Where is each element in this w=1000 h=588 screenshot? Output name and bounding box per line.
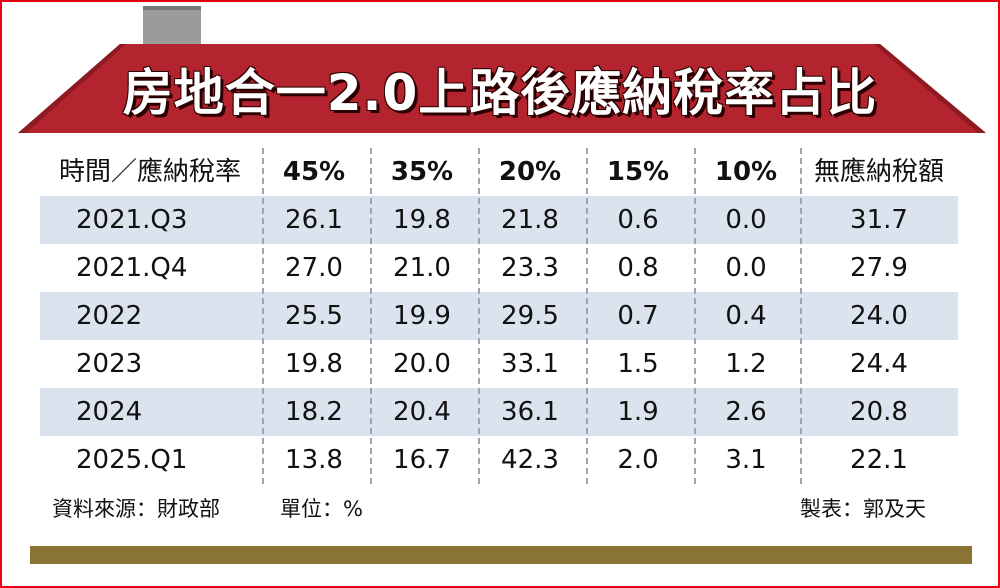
unit-note: 單位：% — [280, 497, 363, 521]
value-cell: 31.7 — [850, 205, 908, 235]
value-cell: 21.8 — [501, 205, 559, 235]
rate-15-header: 15% — [606, 157, 670, 187]
period-cell: 2022 — [76, 301, 143, 331]
value-cell: 2.0 — [617, 445, 659, 475]
value-cell: 1.2 — [725, 349, 767, 379]
table-row: 2024 18.2 20.4 36.1 1.9 2.6 20.8 — [40, 388, 958, 436]
value-cell: 1.5 — [617, 349, 659, 379]
value-cell: 27.9 — [850, 253, 908, 283]
data-table: 時間／應納稅率 45% 35% 20% 15% 10% 無應納稅額 2021.Q3 26.1 1… — [40, 148, 958, 484]
column-divider — [370, 148, 372, 484]
value-cell: 19.8 — [285, 349, 343, 379]
roof-banner — [18, 44, 986, 133]
source-note: 資料來源：財政部 — [52, 497, 220, 521]
no-tax-header: 無應納稅額 — [813, 157, 944, 187]
value-cell: 19.8 — [393, 205, 451, 235]
credit-note: 製表：郭及天 — [800, 497, 926, 521]
value-cell: 20.4 — [393, 397, 451, 427]
value-cell: 24.0 — [850, 301, 908, 331]
value-cell: 13.8 — [285, 445, 343, 475]
rate-45-header: 45% — [282, 157, 346, 187]
column-divider — [800, 148, 802, 484]
value-cell: 29.5 — [501, 301, 559, 331]
table-row: 2021.Q4 27.0 21.0 23.3 0.8 0.0 27.9 — [40, 244, 958, 292]
value-cell: 42.3 — [501, 445, 559, 475]
rate-35-header: 35% — [390, 157, 454, 187]
table-header-row: 時間／應納稅率 45% 35% 20% 15% 10% 無應納稅額 — [40, 148, 958, 196]
chart-title: 房地合一2.0上路後應納稅率占比 — [122, 64, 878, 122]
table-row: 2023 19.8 20.0 33.1 1.5 1.2 24.4 — [40, 340, 958, 388]
column-divider — [478, 148, 480, 484]
period-header: 時間／應納稅率 — [58, 157, 241, 187]
table-row: 2025.Q1 13.8 16.7 42.3 2.0 3.1 22.1 — [40, 436, 958, 484]
value-cell: 19.9 — [393, 301, 451, 331]
value-cell: 0.0 — [725, 253, 767, 283]
table-row: 2022 25.5 19.9 29.5 0.7 0.4 24.0 — [40, 292, 958, 340]
rate-20-header: 20% — [498, 157, 562, 187]
period-cell: 2021.Q4 — [76, 253, 188, 283]
period-cell: 2024 — [76, 397, 143, 427]
value-cell: 23.3 — [501, 253, 559, 283]
value-cell: 24.4 — [850, 349, 908, 379]
period-cell: 2025.Q1 — [76, 445, 188, 475]
roof-chimney — [143, 6, 201, 48]
value-cell: 1.9 — [617, 397, 659, 427]
period-cell: 2023 — [76, 349, 143, 379]
column-divider — [586, 148, 588, 484]
column-divider — [262, 148, 264, 484]
value-cell: 18.2 — [285, 397, 343, 427]
value-cell: 0.8 — [617, 253, 659, 283]
value-cell: 26.1 — [285, 205, 343, 235]
value-cell: 22.1 — [850, 445, 908, 475]
value-cell: 21.0 — [393, 253, 451, 283]
value-cell: 25.5 — [285, 301, 343, 331]
period-cell: 2021.Q3 — [76, 205, 188, 235]
value-cell: 0.0 — [725, 205, 767, 235]
value-cell: 20.0 — [393, 349, 451, 379]
value-cell: 20.8 — [850, 397, 908, 427]
roof-base-bar — [30, 546, 972, 564]
value-cell: 27.0 — [285, 253, 343, 283]
value-cell: 36.1 — [501, 397, 559, 427]
value-cell: 16.7 — [393, 445, 451, 475]
value-cell: 0.6 — [617, 205, 659, 235]
value-cell: 0.7 — [617, 301, 659, 331]
value-cell: 0.4 — [725, 301, 767, 331]
column-divider — [694, 148, 696, 484]
value-cell: 2.6 — [725, 397, 767, 427]
value-cell: 3.1 — [725, 445, 767, 475]
rate-10-header: 10% — [714, 157, 778, 187]
table-row: 2021.Q3 26.1 19.8 21.8 0.6 0.0 31.7 — [40, 196, 958, 244]
value-cell: 33.1 — [501, 349, 559, 379]
